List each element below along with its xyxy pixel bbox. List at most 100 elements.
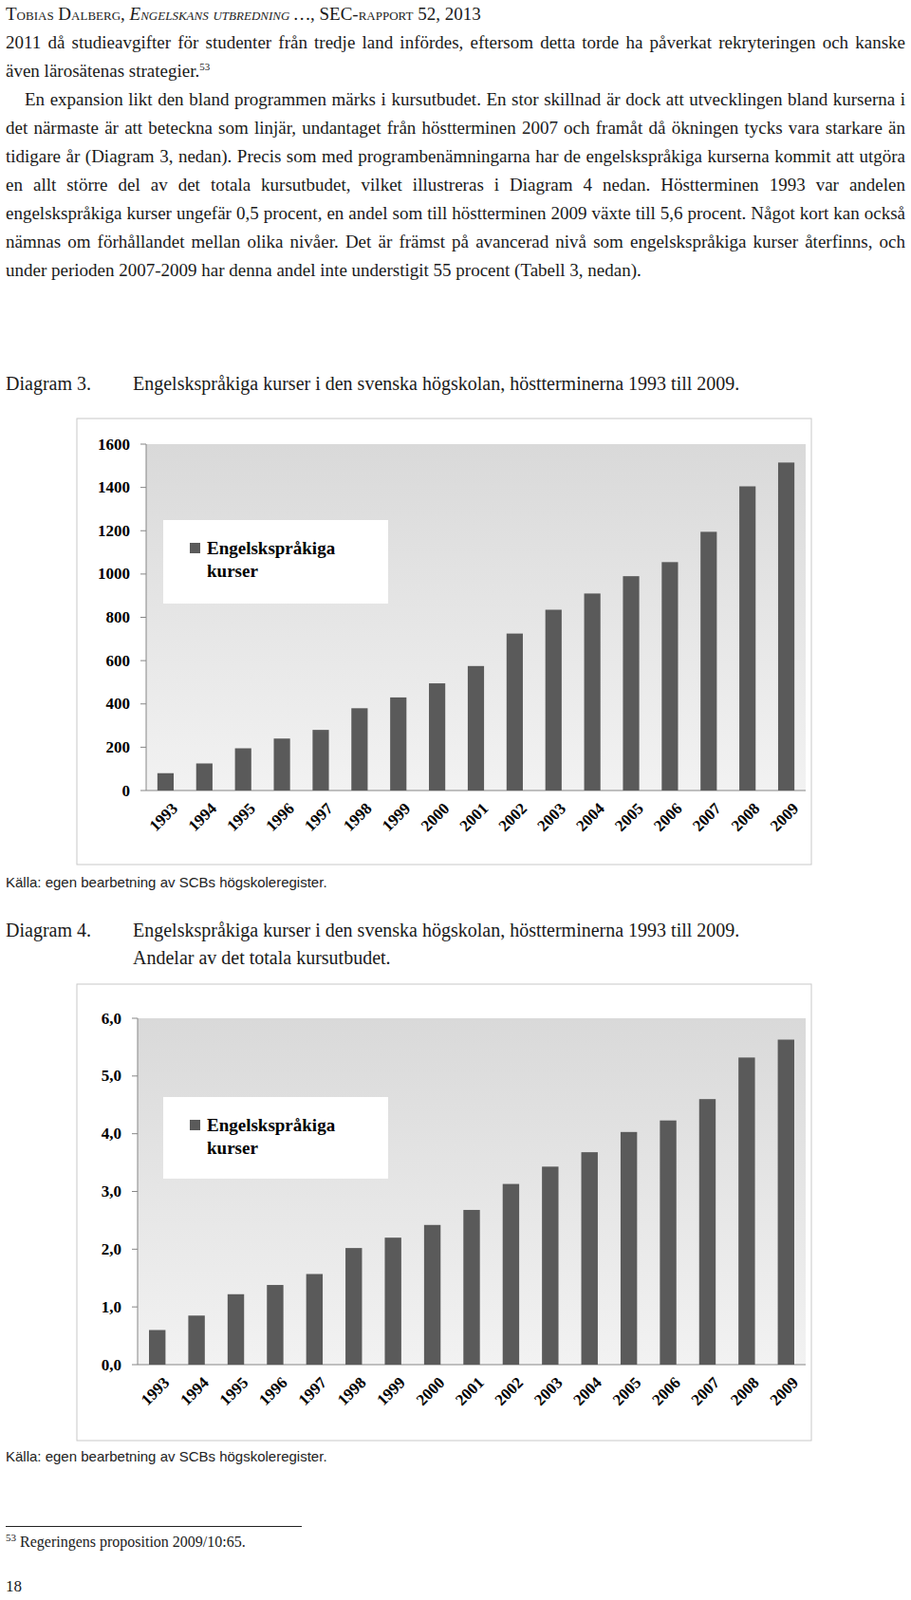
bar	[390, 697, 407, 791]
bar	[541, 1166, 558, 1365]
bar	[700, 531, 717, 791]
x-tick-label: 1998	[334, 1373, 370, 1409]
x-tick-label: 2002	[491, 1373, 527, 1409]
paragraph-text: 2011 då studieavgifter för studenter frå…	[5, 32, 906, 81]
chart-title: Engelskspråkiga kurser i den svenska hög…	[132, 919, 740, 941]
x-tick-label: 1996	[255, 1373, 291, 1409]
y-tick	[140, 790, 147, 792]
x-tick-label: 2001	[456, 799, 492, 835]
x-tick-label: 2003	[534, 799, 570, 835]
y-tick-label: 1400	[97, 478, 131, 497]
x-tick-label: 2005	[609, 1373, 645, 1409]
legend-label: Engelskspråkigakurser	[206, 1115, 336, 1158]
x-tick-label: 1996	[261, 799, 298, 835]
bar	[778, 1040, 795, 1365]
figure-label: Diagram 3.	[5, 370, 92, 397]
y-tick	[140, 486, 147, 488]
x-tick-label: 2006	[648, 1373, 684, 1409]
bar	[235, 748, 252, 791]
y-tick-label: 2,0	[101, 1240, 122, 1259]
x-tick-label: 1995	[223, 799, 259, 835]
bar	[581, 1152, 598, 1365]
bar	[384, 1237, 401, 1365]
y-tick	[131, 1190, 138, 1192]
legend: Engelskspråkigakurser	[163, 1096, 389, 1179]
bar	[312, 729, 329, 791]
y-tick	[140, 530, 147, 532]
bar	[463, 1209, 480, 1365]
bar	[424, 1225, 441, 1365]
x-tick-label: 2004	[572, 799, 609, 836]
legend-line: kurser	[206, 560, 259, 581]
chart-frame	[76, 984, 812, 1441]
x-tick-label: 2004	[569, 1373, 606, 1410]
figure-label-text: Diagram 3.	[5, 372, 92, 394]
y-tick-label: 0	[122, 781, 131, 800]
y-tick	[131, 1075, 138, 1077]
legend-line: Engelskspråkiga	[206, 1115, 336, 1135]
x-tick-label: 1997	[295, 1373, 332, 1410]
y-tick	[131, 1018, 138, 1020]
bar	[428, 683, 446, 791]
x-tick-label: 2005	[611, 799, 647, 835]
figure-source: Källa: egen bearbetning av SCBs högskole…	[5, 1448, 328, 1465]
source-text: Källa: egen bearbetning av SCBs högskole…	[5, 1448, 328, 1465]
bars	[157, 462, 795, 791]
bar	[306, 1273, 323, 1365]
legend-label: Engelskspråkigakurser	[206, 538, 336, 581]
y-tick-label: 1200	[97, 521, 131, 540]
bar	[661, 561, 678, 791]
x-tick-label: 2008	[726, 1373, 763, 1409]
y-tick	[131, 1306, 138, 1308]
x-tick-label: 1995	[216, 1373, 252, 1409]
y-tick	[140, 703, 147, 705]
charts: 0200400600800100012001400160019931994199…	[0, 0, 911, 1600]
bar	[620, 1132, 637, 1365]
figure-source: Källa: egen bearbetning av SCBs högskole…	[5, 873, 328, 891]
footnote-ref: 53	[199, 60, 210, 73]
source-text: Källa: egen bearbetning av SCBs högskole…	[5, 873, 328, 891]
legend-swatch	[189, 1119, 201, 1131]
x-tick-label: 1994	[176, 1373, 213, 1410]
legend-swatch	[189, 542, 201, 554]
figure-label-text: Diagram 4.	[5, 919, 92, 941]
x-tick-label: 1997	[300, 799, 337, 836]
y-axis	[137, 1018, 139, 1365]
y-tick	[140, 444, 147, 446]
chart-title: Engelskspråkiga kurser i den svenska hög…	[132, 372, 740, 394]
bar	[196, 762, 213, 791]
bars	[148, 1040, 795, 1365]
chart-frame	[76, 418, 812, 865]
bar	[187, 1315, 205, 1365]
x-tick-label: 2008	[727, 799, 763, 835]
legend-line: kurser	[206, 1137, 259, 1158]
running-header: Tobias Dalberg, Engelskans utbredning …,…	[5, 3, 482, 25]
bar	[148, 1330, 166, 1366]
x-tick-label: 2003	[530, 1373, 566, 1409]
bar	[622, 576, 639, 791]
chart-subtitle: Andelar av det totala kursutbudet.	[132, 947, 391, 968]
footnote: 53 Regeringens proposition 2009/10:65.	[5, 1533, 246, 1551]
y-axis	[146, 444, 148, 791]
header-part: , SEC-rapport 52, 2013	[310, 3, 482, 24]
x-tick-label: 1999	[378, 799, 414, 835]
bar	[738, 1057, 755, 1365]
x-tick-label: 2007	[688, 799, 726, 836]
footnote-number: 53	[5, 1531, 17, 1544]
legend-box	[163, 520, 389, 604]
y-tick-label: 1600	[97, 435, 131, 454]
bar	[351, 707, 368, 791]
x-tick-label: 1998	[339, 799, 375, 835]
y-tick	[140, 573, 147, 575]
x-tick-label: 2000	[412, 1373, 448, 1409]
plot-area	[137, 1018, 806, 1365]
bar	[227, 1294, 244, 1365]
legend: Engelskspråkigakurser	[163, 520, 389, 604]
footnote-space	[16, 1533, 20, 1550]
x-tick-label: 1999	[372, 1373, 409, 1409]
y-tick-label: 5,0	[101, 1066, 122, 1085]
header-part: Tobias Dalberg,	[5, 3, 131, 24]
chart: 0200400600800100012001400160019931994199…	[76, 418, 812, 865]
bar	[266, 1284, 283, 1365]
y-tick-label: 0,0	[101, 1356, 122, 1375]
